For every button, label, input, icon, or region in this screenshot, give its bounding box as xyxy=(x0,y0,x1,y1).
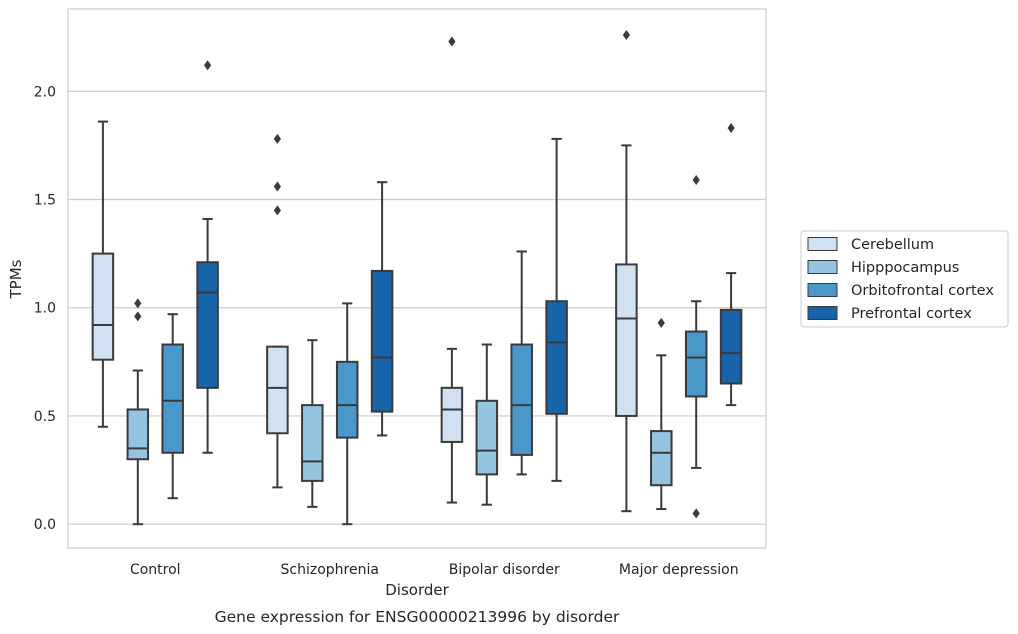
box xyxy=(719,123,743,407)
outlier-point xyxy=(692,508,700,519)
box-body xyxy=(370,269,394,413)
outlier-point xyxy=(727,123,735,134)
box-body xyxy=(510,343,533,456)
box xyxy=(684,175,708,519)
box-body xyxy=(440,386,464,443)
y-tick-labels: 0.0 0.5 1.0 1.5 2.0 xyxy=(34,84,56,533)
outlier-point xyxy=(134,311,142,322)
outlier-point xyxy=(448,36,456,47)
box-body xyxy=(650,430,673,487)
legend-swatch xyxy=(807,283,838,297)
outlier-point xyxy=(622,29,630,40)
box-body xyxy=(161,343,184,454)
box xyxy=(370,181,394,437)
legend-label: Cerebellum xyxy=(851,237,934,253)
chart-caption: Gene expression for ENSG00000213996 by d… xyxy=(215,608,620,626)
box-body xyxy=(266,345,289,435)
legend-frame xyxy=(800,230,1009,328)
box-body xyxy=(196,261,219,389)
box xyxy=(440,36,464,504)
legend: Cerebellum Hipppocampus Orbitofrontal cort… xyxy=(800,230,1009,328)
grid-lines xyxy=(68,90,766,525)
box-body xyxy=(91,252,115,361)
box xyxy=(161,313,184,500)
legend-entries: Cerebellum Hipppocampus Orbitofrontal cort… xyxy=(807,237,994,322)
legend-item: Prefrontal cortex xyxy=(807,306,972,322)
box-body xyxy=(301,404,324,482)
plot-frame xyxy=(67,8,767,549)
outlier-point xyxy=(273,181,281,192)
x-axis-label: Disorder xyxy=(385,581,449,599)
legend-label: Hipppocampus xyxy=(851,260,959,276)
y-tick-label: 0.5 xyxy=(34,409,56,425)
box xyxy=(615,29,638,513)
box xyxy=(510,250,533,476)
box xyxy=(650,317,673,511)
legend-item: Cerebellum xyxy=(807,237,934,253)
box-body xyxy=(684,330,708,398)
box xyxy=(545,137,568,482)
box xyxy=(335,302,359,526)
box-body xyxy=(615,263,638,417)
series-hipppocampus xyxy=(126,298,673,526)
series-orbitofrontal-cortex xyxy=(161,175,708,526)
outlier-point xyxy=(657,317,665,328)
legend-swatch xyxy=(807,237,838,251)
box xyxy=(126,298,150,526)
box-plot-series xyxy=(91,29,743,526)
legend-label: Orbitofrontal cortex xyxy=(851,283,994,299)
x-tick-label: Major depression xyxy=(619,562,739,578)
legend-label: Prefrontal cortex xyxy=(851,306,972,322)
box xyxy=(196,60,219,454)
series-cerebellum xyxy=(91,29,638,513)
y-tick-label: 1.0 xyxy=(34,301,56,317)
x-tick-label: Bipolar disorder xyxy=(449,562,560,578)
y-tick-label: 2.0 xyxy=(34,84,56,100)
box-body xyxy=(719,308,743,385)
box xyxy=(475,343,499,506)
box-body xyxy=(126,408,150,461)
y-axis-label: TPMs xyxy=(7,259,25,299)
legend-item: Hipppocampus xyxy=(807,260,959,276)
legend-item: Orbitofrontal cortex xyxy=(807,283,994,299)
box-body xyxy=(545,300,568,415)
outlier-point xyxy=(273,133,281,144)
outlier-point xyxy=(204,60,212,71)
x-tick-label: Schizophrenia xyxy=(281,562,379,578)
box xyxy=(301,339,324,508)
legend-swatch xyxy=(807,306,838,320)
y-tick-label: 0.0 xyxy=(34,517,56,533)
outlier-point xyxy=(134,298,142,309)
box xyxy=(91,120,115,428)
x-tick-labels: Control Schizophrenia Bipolar disorder Majo… xyxy=(130,562,739,578)
outlier-point xyxy=(692,175,700,186)
box-body xyxy=(475,399,499,476)
series-prefrontal-cortex xyxy=(196,60,743,482)
box-body xyxy=(335,360,359,439)
box xyxy=(266,133,289,489)
y-tick-label: 1.5 xyxy=(34,192,56,208)
outlier-point xyxy=(273,205,281,216)
x-tick-label: Control xyxy=(130,562,181,578)
legend-swatch xyxy=(807,260,838,274)
